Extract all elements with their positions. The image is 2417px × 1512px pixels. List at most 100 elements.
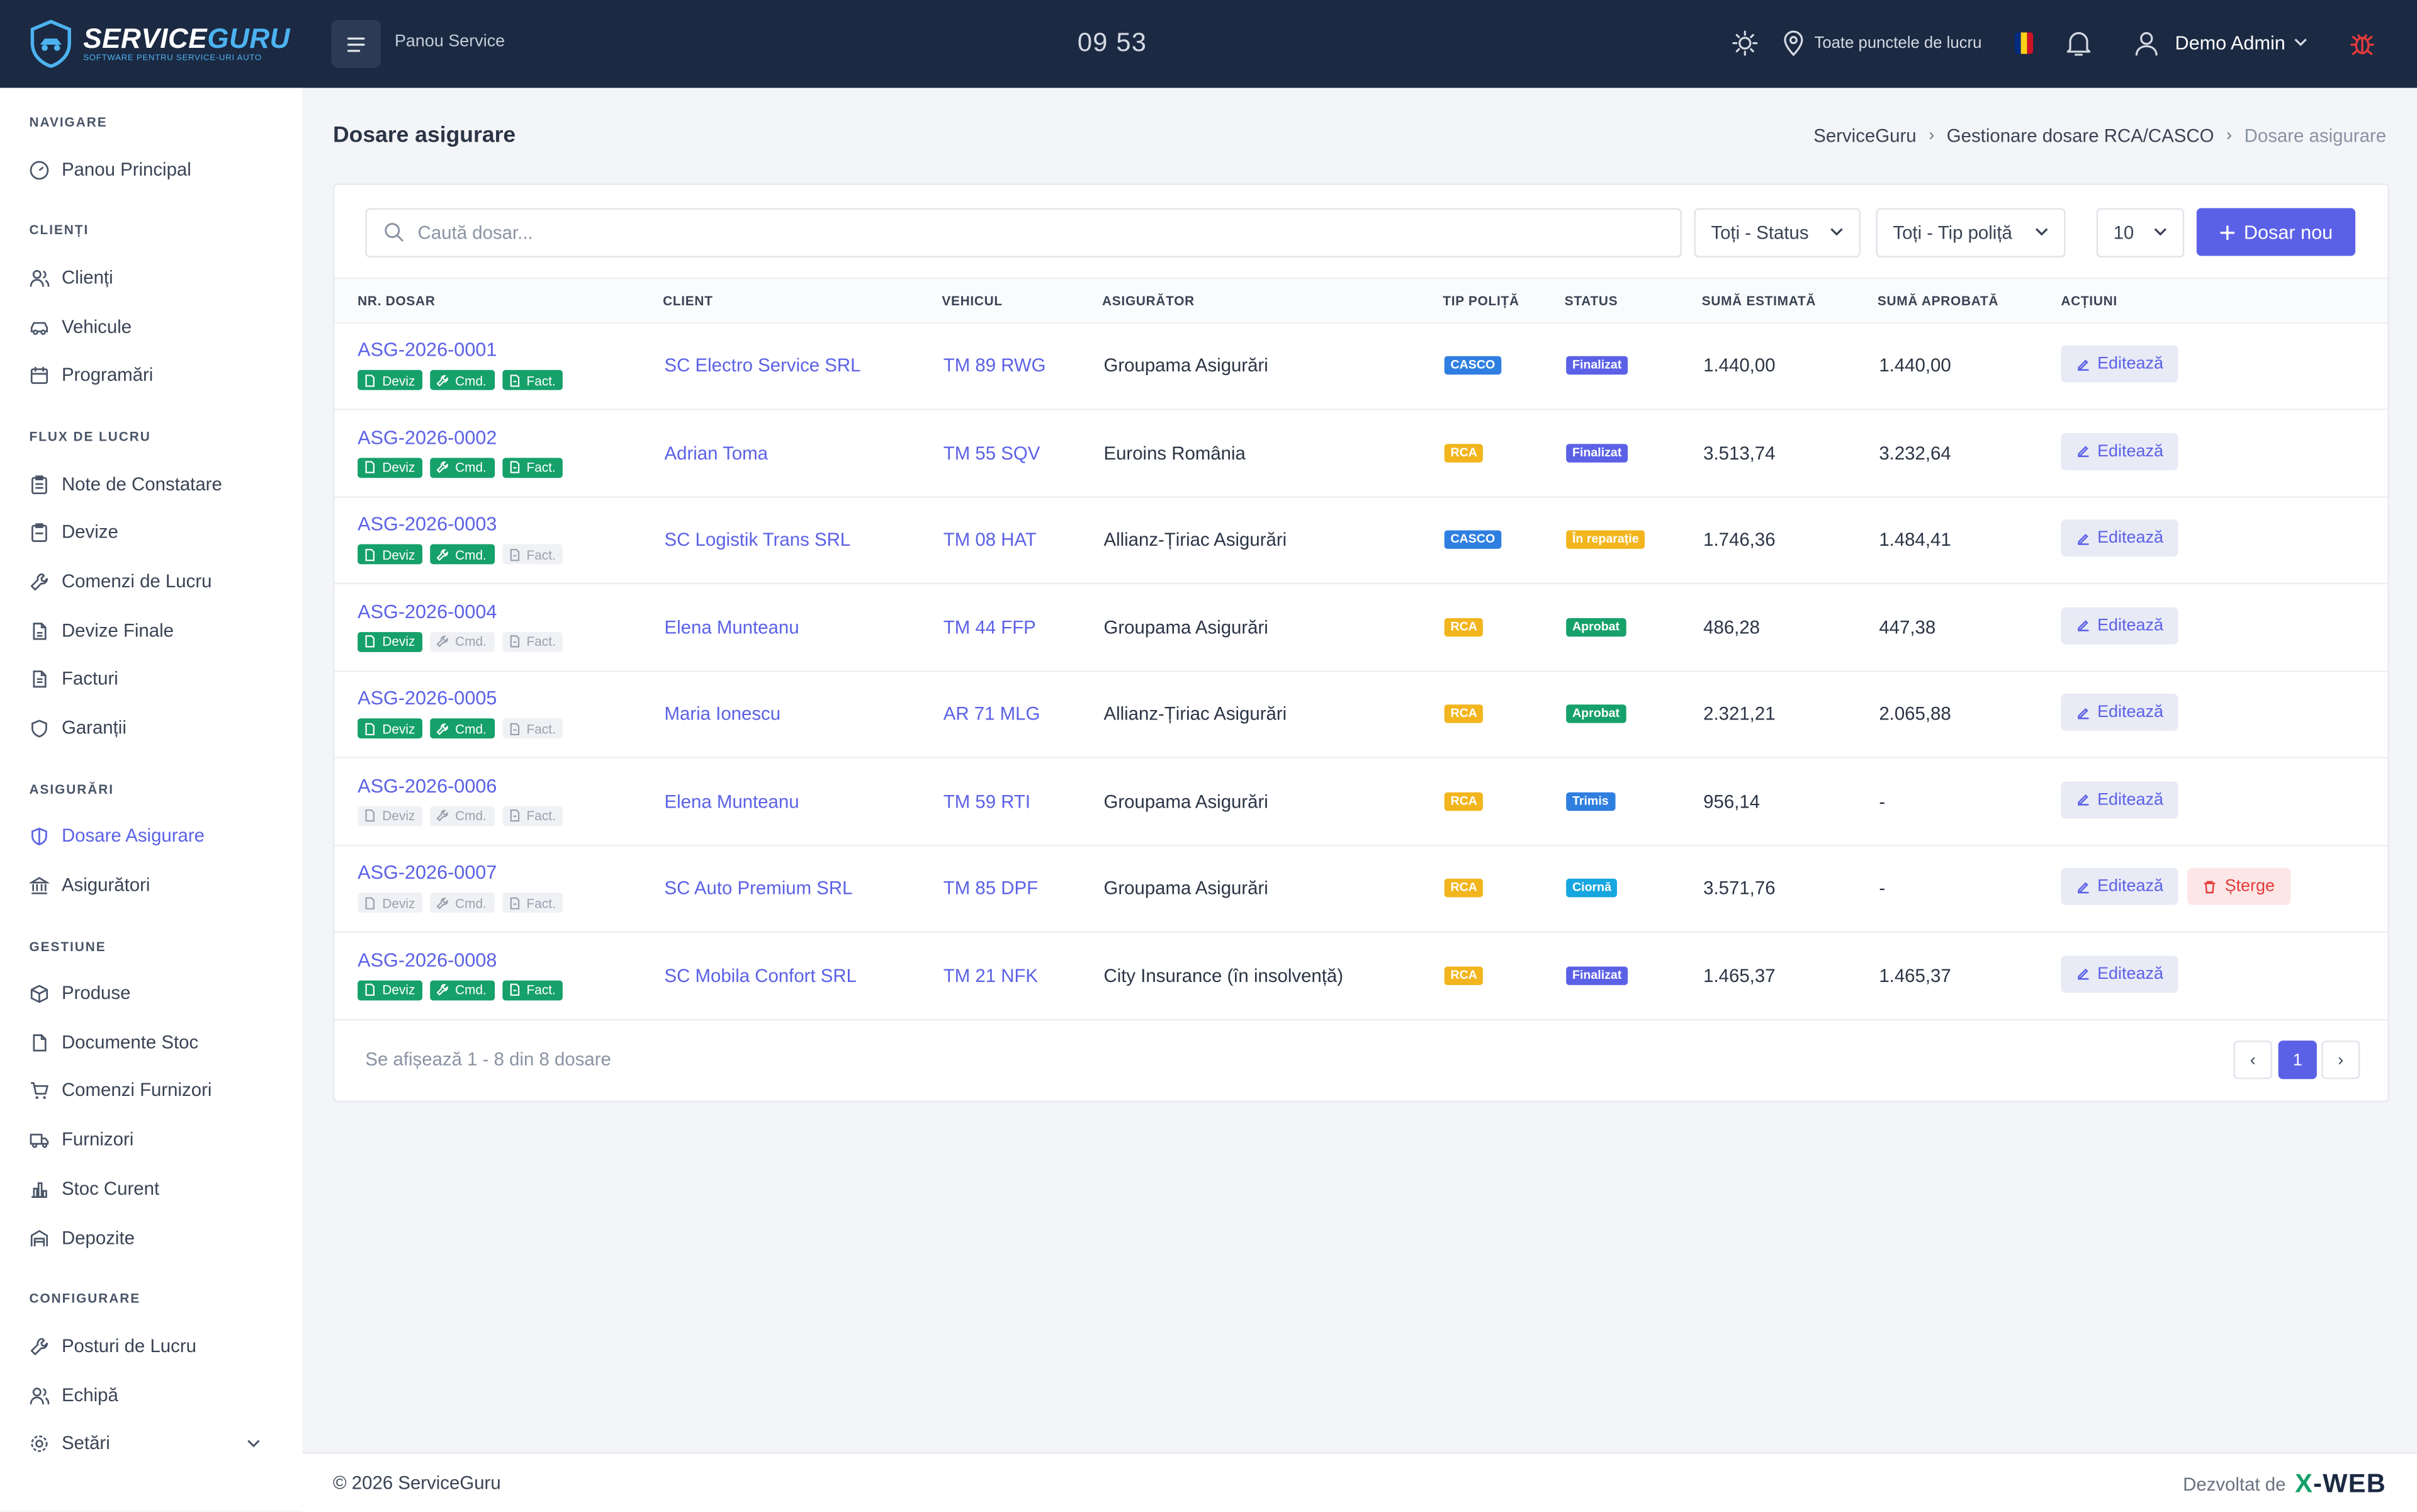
xweb-logo[interactable]: X-WEB: [2295, 1469, 2387, 1499]
new-file-button[interactable]: Dosar nou: [2196, 208, 2356, 256]
invoice-doc-badge[interactable]: Fact.: [502, 892, 564, 913]
page-size-select[interactable]: 10: [2096, 208, 2185, 257]
edit-button[interactable]: Editează: [2061, 867, 2178, 905]
work-order-doc-badge[interactable]: Cmd.: [430, 979, 495, 1000]
client-link[interactable]: SC Auto Premium SRL: [664, 877, 853, 899]
edit-button[interactable]: Editează: [2061, 432, 2178, 470]
estimate-doc-badge[interactable]: Deviz: [358, 718, 423, 739]
invoice-doc-badge[interactable]: Fact.: [502, 631, 564, 652]
column-header[interactable]: NR. DOSAR: [358, 293, 436, 308]
edit-button[interactable]: Editează: [2061, 694, 2178, 731]
invoice-doc-badge[interactable]: Fact.: [502, 370, 564, 390]
sidebar-item-notes[interactable]: Note de Constatare: [30, 473, 222, 495]
vehicle-link[interactable]: TM 89 RWG: [943, 354, 1046, 376]
estimate-doc-badge[interactable]: Deviz: [358, 457, 423, 477]
logo[interactable]: SERVICEGURU SOFTWARE PENTRU SERVICE-URI …: [28, 18, 290, 68]
work-order-doc-badge[interactable]: Cmd.: [430, 718, 495, 739]
file-number-link[interactable]: ASG-2026-0006: [358, 774, 497, 796]
search-input[interactable]: Caută dosar...: [365, 208, 1682, 257]
user-icon[interactable]: [2135, 31, 2158, 57]
edit-button[interactable]: Editează: [2061, 519, 2178, 557]
invoice-doc-badge[interactable]: Fact.: [502, 457, 564, 477]
column-header[interactable]: ASIGURĂTOR: [1102, 293, 1195, 308]
client-link[interactable]: Maria Ionescu: [664, 702, 781, 725]
vehicle-link[interactable]: TM 08 HAT: [943, 529, 1037, 551]
work-order-doc-badge[interactable]: Cmd.: [430, 370, 495, 390]
work-order-doc-badge[interactable]: Cmd.: [430, 805, 495, 826]
column-header[interactable]: VEHICUL: [942, 293, 1003, 308]
sidebar-item-suppliers[interactable]: Furnizori: [30, 1129, 134, 1150]
status-filter-select[interactable]: Toți - Status: [1694, 208, 1861, 257]
sidebar-item-invoices[interactable]: Facturi: [30, 667, 118, 689]
policy-type-filter-select[interactable]: Toți - Tip poliță: [1876, 208, 2066, 257]
file-number-link[interactable]: ASG-2026-0002: [358, 426, 497, 448]
map-pin-icon[interactable]: [1782, 30, 1805, 57]
client-link[interactable]: Adrian Toma: [664, 441, 768, 463]
file-number-link[interactable]: ASG-2026-0003: [358, 513, 497, 535]
delete-button[interactable]: Șterge: [2187, 867, 2291, 905]
sidebar-item-work-orders[interactable]: Comenzi de Lucru: [30, 570, 211, 592]
invoice-doc-badge[interactable]: Fact.: [502, 805, 564, 826]
work-order-doc-badge[interactable]: Cmd.: [430, 457, 495, 477]
edit-button[interactable]: Editează: [2061, 606, 2178, 644]
invoice-doc-badge[interactable]: Fact.: [502, 718, 564, 739]
sidebar-item-final-estimates[interactable]: Devize Finale: [30, 619, 174, 641]
sidebar-item-vehicles[interactable]: Vehicule: [30, 316, 132, 337]
chevron-down-icon[interactable]: [247, 1438, 261, 1448]
file-number-link[interactable]: ASG-2026-0008: [358, 949, 497, 971]
estimate-doc-badge[interactable]: Deviz: [358, 544, 423, 565]
sidebar-item-settings[interactable]: Setări: [30, 1432, 273, 1453]
edit-button[interactable]: Editează: [2061, 781, 2178, 818]
pagination-prev-button[interactable]: ‹: [2233, 1041, 2272, 1080]
invoice-doc-badge[interactable]: Fact.: [502, 544, 564, 565]
invoice-doc-badge[interactable]: Fact.: [502, 979, 564, 1000]
vehicle-link[interactable]: TM 59 RTI: [943, 790, 1031, 812]
file-number-link[interactable]: ASG-2026-0004: [358, 600, 497, 623]
client-link[interactable]: SC Electro Service SRL: [664, 354, 861, 376]
client-link[interactable]: SC Logistik Trans SRL: [664, 529, 851, 551]
bug-icon[interactable]: [2349, 30, 2375, 57]
sidebar-item-insurers[interactable]: Asigurători: [29, 874, 150, 896]
menu-toggle-button[interactable]: [331, 20, 381, 68]
column-header[interactable]: STATUS: [1564, 293, 1618, 308]
sidebar-item-warranties[interactable]: Garanții: [30, 717, 127, 738]
file-number-link[interactable]: ASG-2026-0007: [358, 861, 497, 884]
sidebar-item-products[interactable]: Produse: [30, 982, 131, 1003]
pagination-page-button[interactable]: 1: [2278, 1041, 2317, 1080]
sidebar-item-warehouses[interactable]: Depozite: [30, 1227, 135, 1249]
flag-ro-icon[interactable]: [2014, 32, 2034, 54]
work-order-doc-badge[interactable]: Cmd.: [430, 631, 495, 652]
column-header[interactable]: SUMĂ ESTIMATĂ: [1701, 293, 1817, 308]
sidebar-item-team[interactable]: Echipă: [30, 1384, 118, 1406]
breadcrumb-item[interactable]: Gestionare dosare RCA/CASCO: [1946, 125, 2214, 147]
client-link[interactable]: SC Mobila Confort SRL: [664, 964, 857, 986]
estimate-doc-badge[interactable]: Deviz: [358, 892, 423, 913]
work-order-doc-badge[interactable]: Cmd.: [430, 892, 495, 913]
vehicle-link[interactable]: TM 44 FFP: [943, 616, 1036, 638]
column-header[interactable]: SUMĂ APROBATĂ: [1877, 293, 1999, 308]
sidebar-item-insurance-files[interactable]: Dosare Asigurare: [30, 825, 205, 847]
pagination-next-button[interactable]: ›: [2321, 1041, 2360, 1080]
sidebar-item-estimates[interactable]: Devize: [30, 521, 118, 543]
file-number-link[interactable]: ASG-2026-0001: [358, 339, 497, 361]
edit-button[interactable]: Editează: [2061, 345, 2178, 383]
file-number-link[interactable]: ASG-2026-0005: [358, 687, 497, 709]
sidebar-item-appointments[interactable]: Programări: [30, 364, 154, 385]
sidebar-item-clients[interactable]: Clienți: [30, 267, 113, 288]
sidebar-item-workstations[interactable]: Posturi de Lucru: [30, 1335, 196, 1357]
vehicle-link[interactable]: TM 55 SQV: [943, 441, 1040, 463]
chevron-down-icon[interactable]: [2294, 37, 2307, 48]
work-order-doc-badge[interactable]: Cmd.: [430, 544, 495, 565]
vehicle-link[interactable]: AR 71 MLG: [943, 702, 1040, 725]
user-menu[interactable]: Demo Admin: [2175, 32, 2285, 54]
estimate-doc-badge[interactable]: Deviz: [358, 805, 423, 826]
sidebar-item-dashboard[interactable]: Panou Principal: [30, 159, 191, 181]
vehicle-link[interactable]: TM 85 DPF: [943, 877, 1039, 899]
edit-button[interactable]: Editează: [2061, 955, 2178, 992]
estimate-doc-badge[interactable]: Deviz: [358, 631, 423, 652]
breadcrumb-item[interactable]: ServiceGuru: [1813, 125, 1917, 147]
vehicle-link[interactable]: TM 21 NFK: [943, 964, 1039, 986]
sidebar-item-supplier-orders[interactable]: Comenzi Furnizori: [30, 1079, 211, 1101]
location-selector[interactable]: Toate punctele de lucru: [1814, 33, 1982, 53]
column-header[interactable]: CLIENT: [663, 293, 713, 308]
